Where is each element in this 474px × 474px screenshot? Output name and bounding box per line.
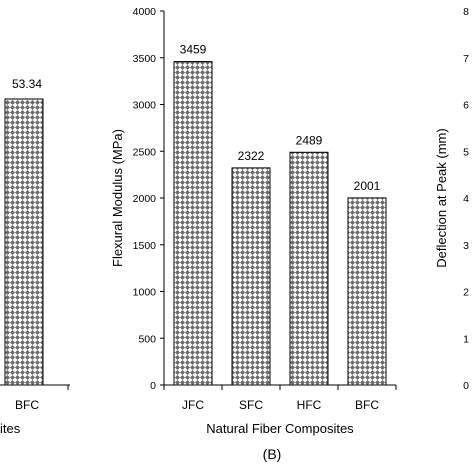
x-tick-label: BFC xyxy=(355,398,379,412)
right-y-axis-ticks: 0 1 2 3 4 5 6 7 8 xyxy=(463,6,469,392)
bar-value-label: 3459 xyxy=(180,43,207,57)
right-y-tick-label: 2 xyxy=(463,287,469,299)
left-bar-bfc-value-label: 53.34 xyxy=(12,77,42,91)
bar-bfc xyxy=(347,197,387,386)
y-tick-label: 3500 xyxy=(133,53,157,65)
x-axis-ticks: JFC SFC HFC BFC xyxy=(163,385,397,412)
right-y-tick-label: 1 xyxy=(463,333,469,345)
right-y-tick-label: 6 xyxy=(463,100,469,112)
left-partial-panel: 53.34 BFC ites xyxy=(0,77,70,436)
y-axis-title: Flexural Modulus (MPa) xyxy=(110,129,125,267)
x-tick-label: SFC xyxy=(239,398,263,412)
bar-value-label: 2322 xyxy=(238,149,265,163)
right-y-tick-label: 7 xyxy=(463,53,469,65)
bar-sfc xyxy=(231,167,271,386)
right-y-axis-title: Deflection at Peak (mm) xyxy=(434,128,449,267)
x-tick-label: JFC xyxy=(182,398,204,412)
right-partial-panel: Deflection at Peak (mm) 0 1 2 3 4 5 6 7 8 xyxy=(434,6,469,392)
y-axis-ticks: 0 500 1000 1500 2000 2500 3000 3500 4000 xyxy=(133,6,164,392)
x-axis-title: Natural Fiber Composites xyxy=(206,421,354,436)
y-tick-label: 500 xyxy=(138,333,156,345)
right-y-tick-label: 0 xyxy=(463,380,469,392)
right-y-tick-label: 4 xyxy=(463,193,469,205)
y-tick-label: 0 xyxy=(150,380,156,392)
bar-jfc xyxy=(173,61,213,386)
bar-value-label: 2489 xyxy=(296,133,323,147)
left-x-axis-title-partial: ites xyxy=(0,421,21,436)
left-x-tick-bfc: BFC xyxy=(15,398,39,412)
left-bar-bfc xyxy=(4,98,44,386)
right-y-tick-label: 5 xyxy=(463,146,469,158)
y-tick-label: 1500 xyxy=(133,240,157,252)
y-tick-label: 4000 xyxy=(133,6,157,18)
right-y-tick-label: 8 xyxy=(463,6,469,18)
y-tick-label: 2500 xyxy=(133,146,157,158)
bar-series: 3459 2322 2489 2001 xyxy=(173,43,387,386)
bar-value-label: 2001 xyxy=(354,179,381,193)
panel-caption: (B) xyxy=(263,446,282,462)
right-y-tick-label: 3 xyxy=(463,240,469,252)
y-tick-label: 1000 xyxy=(133,287,157,299)
main-chart-panel-b: 0 500 1000 1500 2000 2500 3000 3500 4000 JFC SFC H… xyxy=(110,6,397,462)
bar-hfc xyxy=(289,151,329,386)
y-tick-label: 3000 xyxy=(133,100,157,112)
y-tick-label: 2000 xyxy=(133,193,157,205)
x-tick-label: HFC xyxy=(297,398,322,412)
